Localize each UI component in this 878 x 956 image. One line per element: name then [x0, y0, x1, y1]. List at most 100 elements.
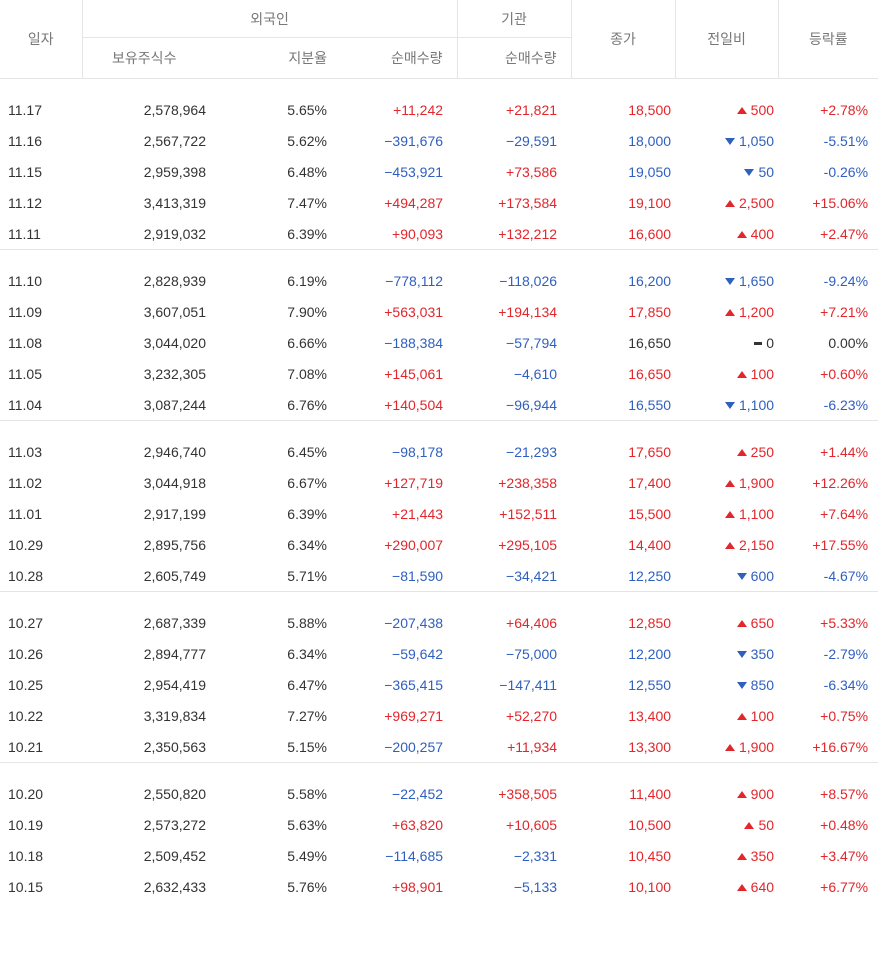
cell-inst-net: +295,105 — [498, 536, 558, 553]
cell-change: 650 — [675, 607, 778, 638]
change-value: 900 — [750, 785, 775, 802]
cell-rate: -6.34% — [823, 676, 869, 693]
change-value: 640 — [750, 878, 775, 895]
cell-ratio: 6.47% — [287, 676, 327, 693]
change-value: 50 — [758, 163, 775, 180]
cell-change: 1,900 — [675, 731, 778, 763]
cell-inst-net: +10,605 — [506, 816, 558, 833]
group-separator — [0, 249, 878, 265]
table-row: 10.22 3,319,834 7.27% +969,271 +52,270 13,400… — [0, 700, 878, 731]
cell-date: 11.04 — [8, 396, 42, 413]
cell-foreign-net: −453,921 — [384, 163, 444, 180]
cell-inst-net: −75,000 — [506, 645, 558, 662]
cell-ratio: 7.90% — [287, 303, 327, 320]
table-row: 11.08 3,044,020 6.66% −188,384 −57,794 16,650… — [0, 327, 878, 358]
cell-change: 640 — [675, 871, 778, 902]
cell-rate: +2.78% — [820, 101, 869, 118]
cell-inst-net: +194,134 — [498, 303, 558, 320]
table-row: 11.11 2,919,032 6.39% +90,093 +132,212 16,600… — [0, 218, 878, 250]
cell-inst-net: +21,821 — [506, 101, 558, 118]
cell-inst-net: −5,133 — [513, 878, 558, 895]
table-body: 11.17 2,578,964 5.65% +11,242 +21,821 18,500 5… — [0, 79, 878, 903]
cell-holdings: 2,959,398 — [143, 163, 206, 180]
cell-close: 13,300 — [628, 738, 672, 755]
cell-rate: +0.75% — [820, 707, 869, 724]
cell-date: 10.26 — [8, 645, 44, 662]
triangle-up-icon — [724, 479, 735, 487]
cell-holdings: 2,687,339 — [143, 614, 206, 631]
cell-holdings: 3,607,051 — [143, 303, 206, 320]
cell-rate: +2.47% — [820, 225, 869, 242]
cell-foreign-net: −365,415 — [384, 676, 444, 693]
cell-close: 19,050 — [628, 163, 672, 180]
cell-change: 600 — [675, 560, 778, 592]
cell-date: 10.21 — [8, 738, 44, 755]
cell-inst-net: −29,591 — [506, 132, 558, 149]
cell-ratio: 6.34% — [287, 645, 327, 662]
cell-change: 1,100 — [675, 498, 778, 529]
cell-change: 350 — [675, 840, 778, 871]
triangle-up-icon — [736, 790, 747, 798]
cell-holdings: 2,632,433 — [143, 878, 206, 895]
cell-holdings: 2,946,740 — [143, 443, 206, 460]
cell-rate: +5.33% — [820, 614, 869, 631]
cell-change: 0 — [675, 327, 778, 358]
change-value: 2,150 — [738, 536, 775, 553]
cell-date: 11.15 — [8, 163, 42, 180]
table-row: 10.29 2,895,756 6.34% +290,007 +295,105 14,40… — [0, 529, 878, 560]
table-row: 10.25 2,954,419 6.47% −365,415 −147,411 12,55… — [0, 669, 878, 700]
triangle-down-icon — [744, 168, 755, 176]
cell-date: 10.18 — [8, 847, 44, 864]
cell-ratio: 5.49% — [287, 847, 327, 864]
cell-close: 16,650 — [628, 334, 672, 351]
triangle-up-icon — [724, 541, 735, 549]
cell-date: 11.02 — [8, 474, 42, 491]
table-row: 11.01 2,917,199 6.39% +21,443 +152,511 15,500… — [0, 498, 878, 529]
cell-ratio: 6.76% — [287, 396, 327, 413]
triangle-up-icon — [724, 308, 735, 316]
cell-inst-net: +64,406 — [506, 614, 558, 631]
cell-close: 18,000 — [628, 132, 672, 149]
cell-ratio: 6.34% — [287, 536, 327, 553]
cell-rate: +7.21% — [820, 303, 869, 320]
cell-change: 900 — [675, 778, 778, 809]
header-holdings: 보유주식수 — [82, 37, 206, 79]
cell-holdings: 2,828,939 — [143, 272, 206, 289]
cell-ratio: 5.63% — [287, 816, 327, 833]
cell-close: 16,200 — [628, 272, 672, 289]
change-value: 0 — [766, 334, 775, 351]
triangle-up-icon — [736, 883, 747, 891]
cell-holdings: 3,087,244 — [143, 396, 206, 413]
cell-change: 50 — [675, 156, 778, 187]
cell-ratio: 5.15% — [287, 738, 327, 755]
cell-foreign-net: +290,007 — [384, 536, 444, 553]
cell-holdings: 2,895,756 — [143, 536, 206, 553]
cell-date: 11.10 — [8, 272, 42, 289]
table-header: 일자 외국인 기관 종가 전일비 등락률 보유주식수 지분율 순매수량 순매수량 — [0, 0, 878, 79]
cell-foreign-net: −22,452 — [392, 785, 444, 802]
cell-ratio: 5.88% — [287, 614, 327, 631]
cell-change: 2,150 — [675, 529, 778, 560]
cell-inst-net: −147,411 — [499, 676, 558, 693]
table-row: 11.16 2,567,722 5.62% −391,676 −29,591 18,000… — [0, 125, 878, 156]
header-close: 종가 — [571, 0, 676, 79]
cell-inst-net: +132,212 — [498, 225, 558, 242]
cell-inst-net: −57,794 — [506, 334, 558, 351]
cell-ratio: 5.71% — [287, 567, 327, 584]
change-value: 50 — [758, 816, 775, 833]
cell-foreign-net: −200,257 — [384, 738, 444, 755]
triangle-down-icon — [736, 681, 747, 689]
triangle-up-icon — [736, 448, 747, 456]
triangle-up-icon — [744, 821, 755, 829]
cell-change: 50 — [675, 809, 778, 840]
triangle-down-icon — [724, 401, 735, 409]
cell-change: 100 — [675, 700, 778, 731]
group-separator — [0, 591, 878, 607]
cell-holdings: 3,319,834 — [143, 707, 206, 724]
cell-foreign-net: +63,820 — [392, 816, 444, 833]
change-value: 350 — [750, 847, 775, 864]
cell-inst-net: −34,421 — [506, 567, 558, 584]
change-value: 1,200 — [738, 303, 775, 320]
cell-rate: -4.67% — [823, 567, 869, 584]
table-row: 11.10 2,828,939 6.19% −778,112 −118,026 16,20… — [0, 265, 878, 296]
